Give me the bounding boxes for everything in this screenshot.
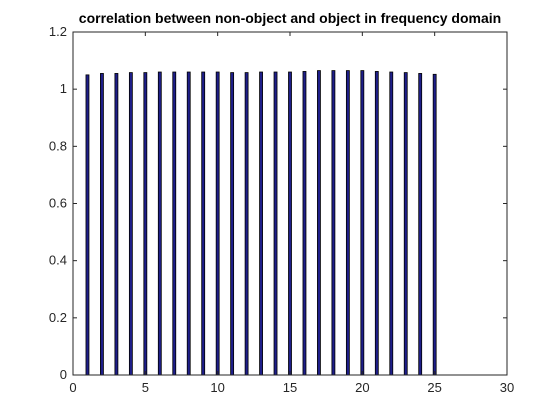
x-tick-label: 30 [500,380,514,395]
y-tick-label: 1 [60,81,67,96]
bar-23 [403,72,408,376]
bar-9 [201,71,206,376]
y-tick-label: 0 [60,367,67,382]
bar-22 [389,71,394,376]
bar-5 [143,72,148,376]
y-tick-label: 0.2 [49,310,67,325]
y-tick-label: 0.6 [49,196,67,211]
bar-7 [172,71,177,376]
x-tick-label: 0 [69,380,76,395]
bar-3 [114,73,119,376]
bar-2 [100,73,104,376]
bar-8 [186,71,191,376]
bar-6 [157,71,162,376]
x-tick-label: 25 [427,380,441,395]
x-axis-ticks: 0 5 10 15 20 25 30 [69,32,514,395]
bar-4 [128,72,133,376]
y-tick-label: 1.2 [49,24,67,39]
x-tick-label: 5 [142,380,149,395]
bar-20 [360,70,365,376]
bar-10 [215,71,220,376]
bar-11 [230,72,235,376]
axes-box [72,31,508,376]
chart-title: correlation between non-object and objec… [79,10,501,26]
x-tick-label: 15 [283,380,297,395]
bar-16 [302,71,307,376]
bar-12 [244,72,249,376]
x-tick-label: 20 [355,380,369,395]
bar-14 [273,71,278,376]
bar-19 [345,70,350,376]
x-tick-label: 10 [210,380,224,395]
bar-1 [85,74,90,376]
bar-24 [418,73,423,376]
bar-13 [259,71,263,376]
bar-17 [317,70,321,376]
y-tick-label: 0.8 [49,138,67,153]
y-axis-ticks: 0 0.2 0.4 0.6 0.8 1 1.2 [49,24,507,382]
y-tick-label: 0.4 [49,253,67,268]
bar-15 [288,71,292,376]
bars-group [85,70,437,376]
bar-18 [331,70,336,376]
bar-21 [374,71,379,376]
bar-25 [432,73,437,376]
